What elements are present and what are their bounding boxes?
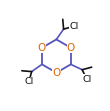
Text: O: O xyxy=(38,43,46,53)
Text: Cl: Cl xyxy=(82,75,91,84)
Text: O: O xyxy=(52,68,61,78)
Text: Cl: Cl xyxy=(69,22,79,31)
Text: Cl: Cl xyxy=(24,77,34,86)
Text: O: O xyxy=(67,43,75,53)
